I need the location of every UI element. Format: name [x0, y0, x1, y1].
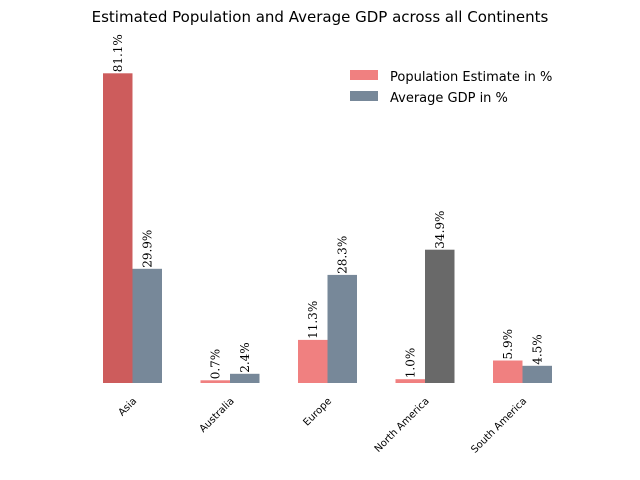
data-label: 29.9%	[140, 230, 154, 268]
bar-population-north-america	[395, 379, 425, 383]
bar-gdp-australia	[230, 373, 260, 383]
data-label: 5.9%	[501, 329, 515, 360]
bar-population-asia	[103, 73, 133, 384]
data-label: 28.3%	[335, 236, 349, 274]
x-tick-label: South America	[469, 396, 529, 456]
x-tick-label: North America	[373, 396, 432, 455]
data-label: 0.7%	[208, 349, 222, 380]
x-tick-label: Asia	[117, 396, 140, 419]
legend-label-population: Population Estimate in %	[390, 70, 552, 85]
x-tick-label: Europe	[302, 396, 335, 429]
data-label: 11.3%	[306, 301, 320, 339]
legend-label-gdp: Average GDP in %	[390, 91, 508, 106]
bars-group: 81.1% 29.9% 0.7% 2.4% 11.3% 28.3% 1.0% 34.9% 5.9…	[103, 34, 552, 384]
bar-population-europe	[298, 339, 328, 383]
data-label: 2.4%	[238, 342, 252, 373]
bar-population-south-america	[493, 360, 523, 383]
data-label: 81.1%	[111, 34, 125, 72]
x-tick-label: Australia	[198, 396, 237, 435]
bar-gdp-asia	[132, 268, 162, 383]
x-tick-labels: Asia Australia Europe North America South Am…	[117, 396, 530, 456]
bar-gdp-europe	[327, 274, 357, 383]
data-label: 1.0%	[403, 348, 417, 379]
chart-title: Estimated Population and Average GDP acr…	[92, 8, 549, 26]
legend: Population Estimate in % Average GDP in …	[350, 70, 552, 106]
legend-swatch-population	[350, 70, 378, 80]
data-label: 34.9%	[433, 211, 447, 249]
legend-swatch-gdp	[350, 91, 378, 101]
bar-gdp-north-america	[425, 249, 455, 383]
bar-population-australia	[200, 380, 230, 383]
bar-gdp-south-america	[522, 365, 552, 383]
data-label: 4.5%	[530, 334, 544, 365]
